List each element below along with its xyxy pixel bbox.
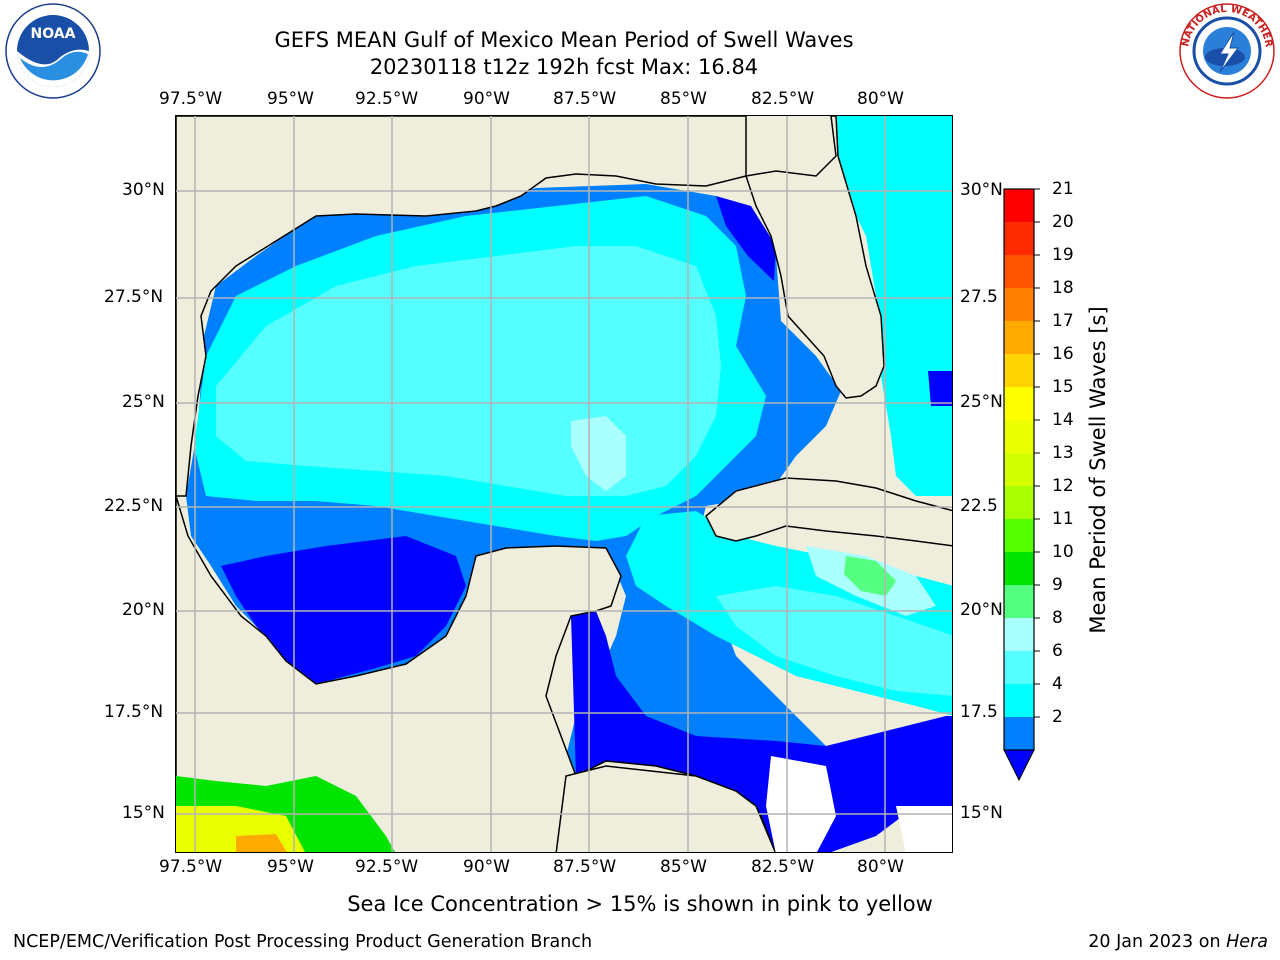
lat-tick-right: 20°N <box>960 600 1003 620</box>
lat-tick-right: 25°N <box>960 392 1003 412</box>
lon-tick-top: 92.5°W <box>355 89 419 109</box>
colorbar-segment <box>1004 519 1034 553</box>
colorbar-segment <box>1004 651 1034 685</box>
florida-peninsula <box>745 116 885 399</box>
footer-credit: NCEP/EMC/Verification Post Processing Pr… <box>13 932 593 952</box>
colorbar-tick-label: 4 <box>1052 674 1063 694</box>
colorbar-segment <box>1004 321 1034 355</box>
central-america-coast <box>555 765 776 852</box>
lat-tick-left: 15°N <box>122 803 165 823</box>
colorbar-tick-label: 19 <box>1052 245 1074 265</box>
deep-blue-bay-of-campeche <box>221 536 466 684</box>
colorbar-segment <box>1004 453 1034 487</box>
lat-tick-left: 25°N <box>122 392 165 412</box>
colorbar-tick-label: 18 <box>1052 278 1074 298</box>
deep-blue-east-gulf <box>716 196 776 281</box>
sea-ice-note: Sea Ice Concentration > 15% is shown in … <box>347 892 933 916</box>
colorbar-segment <box>1004 222 1034 256</box>
lon-tick-top: 97.5°W <box>159 89 223 109</box>
colorbar-tick-label: 11 <box>1052 509 1074 529</box>
lat-tick-right: 22.5 <box>960 496 998 516</box>
atlantic-deep-blue-patch <box>928 371 952 406</box>
lat-tick-left: 17.5°N <box>104 702 164 722</box>
colorbar-segment <box>1004 354 1034 388</box>
lat-tick-right: 30°N <box>960 180 1003 200</box>
footer-host: Hera <box>1226 932 1268 952</box>
cuba-island <box>705 477 952 547</box>
colorbar-segment <box>1004 486 1034 520</box>
atlantic-cyan-zone <box>836 116 952 496</box>
colorbar-tick-label: 16 <box>1052 344 1074 364</box>
no-data-area <box>766 756 836 852</box>
no-data-area <box>896 806 952 852</box>
chart-subtitle: 20230118 t12z 192h fcst Max: 16.84 <box>369 55 759 79</box>
lon-tick-top: 95°W <box>267 89 314 109</box>
colorbar-tick-label: 13 <box>1052 443 1074 463</box>
lon-tick-bottom: 97.5°W <box>159 857 223 877</box>
lon-tick-top: 87.5°W <box>553 89 617 109</box>
lon-tick-bottom: 87.5°W <box>553 857 617 877</box>
lon-tick-top: 85°W <box>660 89 707 109</box>
chart-title: GEFS MEAN Gulf of Mexico Mean Period of … <box>274 28 854 52</box>
lat-tick-left: 22.5°N <box>104 496 164 516</box>
caribbean-light-cyan-zone <box>716 586 952 696</box>
map-grid <box>176 116 952 852</box>
lon-tick-bottom: 85°W <box>660 857 707 877</box>
colorbar-tick-label: 9 <box>1052 575 1063 595</box>
colorbar-tick-label: 12 <box>1052 476 1074 496</box>
colorbar-tick-label: 17 <box>1052 311 1074 331</box>
colorbar-tick-label: 8 <box>1052 608 1063 628</box>
lat-tick-left: 30°N <box>122 180 165 200</box>
lat-tick-right: 15°N <box>960 803 1003 823</box>
colorbar-segment <box>1004 420 1034 454</box>
lat-tick-right: 27.5 <box>960 287 998 307</box>
green-patch <box>844 556 896 596</box>
colorbar-tick-label: 10 <box>1052 542 1074 562</box>
lon-tick-bottom: 82.5°W <box>751 857 815 877</box>
colorbar-title: Mean Period of Swell Waves [s] <box>1086 306 1110 634</box>
colorbar-tick-label: 2 <box>1052 707 1063 727</box>
colorbar-tick-label: 15 <box>1052 377 1074 397</box>
lon-tick-bottom: 80°W <box>857 857 904 877</box>
colorbar-segment <box>1004 684 1034 718</box>
lat-tick-left: 27.5°N <box>104 287 164 307</box>
colorbar-tick-label: 21 <box>1052 179 1074 199</box>
svg-text:NOAA: NOAA <box>31 26 76 42</box>
lon-tick-bottom: 92.5°W <box>355 857 419 877</box>
colorbar-segment <box>1004 255 1034 289</box>
noaa-logo-icon: NOAA <box>5 3 101 99</box>
colorbar-tick-label: 20 <box>1052 212 1074 232</box>
nws-logo-icon: NATIONAL WEATHER SERVICE <box>1176 2 1275 99</box>
lon-tick-bottom: 90°W <box>463 857 510 877</box>
lon-tick-top: 82.5°W <box>751 89 815 109</box>
colorbar-segment <box>1004 618 1034 652</box>
footer-date: 20 Jan 2023 on Hera <box>1088 932 1268 952</box>
map-panel <box>175 115 953 853</box>
colorbar-segment <box>1004 288 1034 322</box>
colorbar-segment <box>1004 717 1034 751</box>
lat-tick-right: 17.5 <box>960 702 998 722</box>
colorbar-segment <box>1004 387 1034 421</box>
lat-tick-left: 20°N <box>122 600 165 620</box>
lon-tick-top: 90°W <box>463 89 510 109</box>
colorbar-tick-label: 14 <box>1052 410 1074 430</box>
colorbar-segment <box>1004 189 1034 223</box>
pale-cyan-patch <box>571 416 626 491</box>
colorbar-segment <box>1004 552 1034 586</box>
deep-blue-caribbean <box>571 611 952 852</box>
northern-gulf-coast <box>176 116 747 497</box>
colorbar-tick-label: 6 <box>1052 641 1063 661</box>
lon-tick-top: 80°W <box>857 89 904 109</box>
pacific-orange-patch <box>236 834 287 852</box>
swell-period-map <box>176 116 952 852</box>
lon-tick-bottom: 95°W <box>267 857 314 877</box>
colorbar <box>1003 188 1040 782</box>
colorbar-segment <box>1004 585 1034 619</box>
